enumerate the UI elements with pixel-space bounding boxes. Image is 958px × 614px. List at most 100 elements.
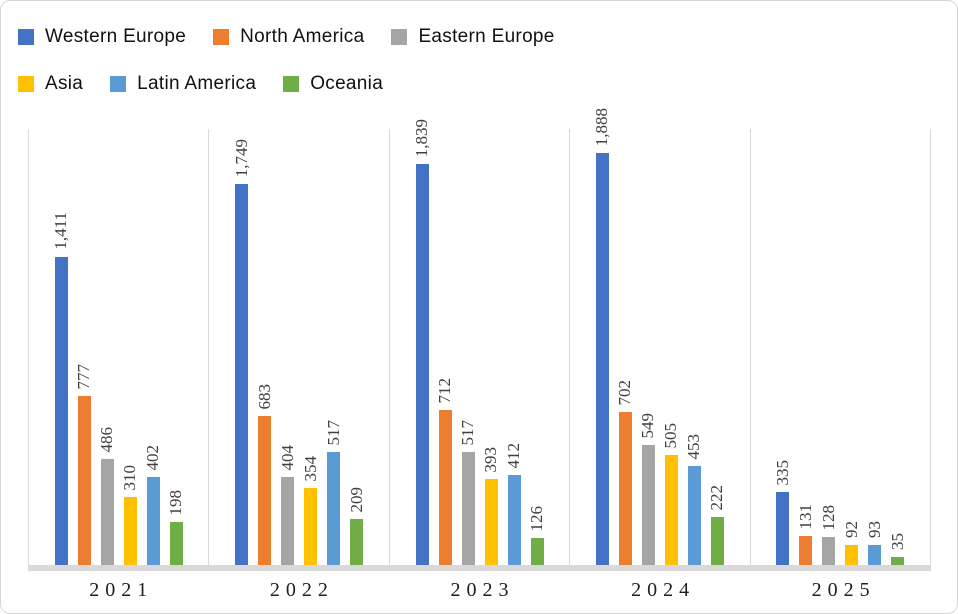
bar-slot: 1,411 [51, 129, 71, 565]
bar-value-text: 505 [661, 422, 681, 449]
bar-value-label: 310 [120, 464, 140, 491]
bar-value-label: 93 [864, 521, 884, 538]
bar-slot: 310 [120, 129, 140, 565]
bar-slot: 517 [458, 129, 478, 565]
legend-label: Asia [45, 73, 84, 94]
bar-value-label: 1,888 [593, 108, 612, 146]
bar-slot: 702 [616, 129, 635, 565]
legend-label: Latin America [137, 73, 257, 94]
year-group: 1,888 702 549 505 453 222 [569, 108, 749, 565]
bar-slot: 393 [481, 129, 501, 565]
bar [776, 492, 790, 565]
legend-swatch [18, 76, 34, 92]
bar-value-text: 1,839 [412, 118, 432, 157]
plot-area: 1,411 777 486 310 402 198 1,749 683 404 354 517 209… [28, 108, 932, 571]
bar-value-label: 517 [458, 419, 478, 446]
bar-value-label: 517 [324, 420, 343, 446]
bar-slot: 93 [864, 129, 884, 565]
bar-value-label: 209 [346, 486, 366, 513]
bar [641, 445, 655, 565]
bar [146, 477, 160, 565]
bar-slot: 402 [143, 129, 162, 565]
bar-value-label: 354 [300, 455, 320, 482]
legend-item: Latin America [110, 73, 256, 95]
bar-value-text: 354 [300, 455, 320, 482]
bar-value-text: 1,411 [51, 212, 71, 250]
bar [461, 452, 475, 565]
bar-value-text: 209 [346, 486, 366, 513]
bar-slot: 128 [819, 129, 838, 565]
bar-slot: 505 [661, 129, 681, 565]
x-axis: 2021 2022 2023 2024 2025 [28, 579, 931, 602]
bar-value-text: 517 [458, 419, 478, 446]
bar-value-label: 486 [97, 427, 116, 453]
bar-slot: 335 [772, 129, 792, 565]
bar-slot: 549 [638, 129, 658, 565]
bar [438, 410, 452, 565]
bar [258, 416, 272, 565]
bar-value-text: 777 [74, 363, 94, 390]
bar-value-text: 393 [481, 446, 501, 473]
bar-value-label: 712 [435, 378, 454, 404]
legend: Western Europe North America Eastern Europ… [18, 26, 555, 95]
legend-label: Oceania [310, 73, 384, 94]
bar-value-label: 393 [481, 446, 501, 473]
x-axis-label: 2021 [89, 579, 154, 601]
year-group: 1,749 683 404 354 517 209 [208, 129, 388, 565]
bar-value-text: 35 [887, 533, 907, 550]
bar [868, 545, 882, 565]
bar-slot: 777 [74, 129, 94, 565]
bar-value-text: 222 [707, 484, 727, 511]
bar-slot: 92 [841, 129, 861, 565]
bar-value-text: 453 [684, 433, 704, 460]
bar-value-label: 404 [278, 445, 297, 471]
bar-slot: 1,888 [593, 108, 612, 565]
bar-value-label: 131 [796, 504, 815, 530]
legend-row: Western Europe North America Eastern Europ… [18, 26, 555, 48]
bar-value-label: 1,411 [51, 212, 71, 250]
bar-value-text: 683 [254, 383, 274, 410]
year-group: 335 131 128 92 93 35 [749, 129, 932, 565]
bar-value-text: 93 [864, 521, 884, 538]
legend-item: Eastern Europe [391, 26, 554, 48]
bar-value-label: 549 [638, 412, 658, 439]
bar [235, 184, 249, 565]
bar-slot: 683 [254, 129, 274, 565]
bar [845, 545, 859, 565]
bar-value-text: 335 [772, 459, 792, 486]
bar-slot: 1,839 [412, 119, 431, 565]
bar [822, 537, 836, 565]
bar-slot: 126 [527, 129, 546, 565]
bar-value-label: 335 [772, 459, 792, 486]
legend-swatch [18, 29, 34, 45]
bar-slot: 209 [346, 129, 366, 565]
bar [54, 257, 68, 565]
legend-item: Western Europe [18, 26, 186, 48]
legend-item: North America [213, 26, 364, 48]
bar [687, 466, 701, 565]
bar-value-text: 310 [120, 464, 140, 491]
bar [710, 517, 724, 565]
bar-value-label: 683 [254, 383, 274, 410]
bar-value-text: 92 [841, 521, 861, 538]
bar-slot: 453 [684, 129, 704, 565]
bar-value-text: 198 [166, 489, 186, 516]
year-group: 1,411 777 486 310 402 198 [28, 129, 208, 565]
bar-slot: 517 [324, 129, 343, 565]
bar-value-label: 126 [527, 506, 546, 532]
bar-value-label: 453 [684, 433, 704, 460]
bar-value-label: 777 [74, 363, 94, 390]
x-axis-label: 2023 [450, 579, 515, 601]
legend-swatch [110, 76, 127, 92]
bar [507, 475, 521, 565]
year-group: 1,839 712 517 393 412 126 [388, 119, 569, 565]
bar-value-text: 549 [638, 412, 658, 439]
legend-label: North America [240, 26, 365, 47]
bar-value-label: 412 [504, 442, 524, 469]
bar [123, 497, 137, 565]
bar [100, 459, 114, 565]
bar-value-text: 412 [504, 442, 524, 469]
x-axis-label: 2022 [269, 579, 334, 601]
bar [595, 153, 609, 565]
